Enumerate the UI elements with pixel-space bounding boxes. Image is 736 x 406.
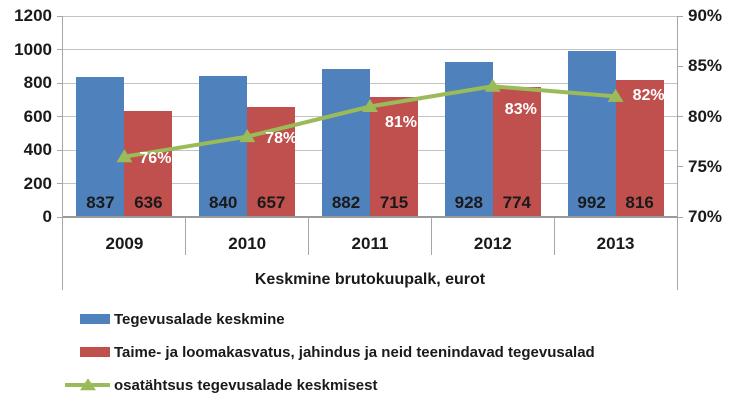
category-separator	[185, 217, 187, 255]
bar-blue-2009	[76, 76, 125, 217]
bar-red-2013	[615, 80, 664, 217]
left-axis-tick	[57, 116, 63, 117]
category-label: 2013	[596, 234, 635, 253]
legend-label-red: Taime- ja loomakasvatus, jahindus ja nei…	[114, 343, 595, 361]
bar-value-label: 837	[86, 193, 115, 212]
legend-label-blue: Tegevusalade keskmine	[114, 310, 285, 328]
right-axis-line	[677, 16, 678, 290]
bar-value-label: 992	[577, 193, 606, 212]
bar-value-label: 715	[379, 193, 409, 212]
category-separator	[553, 217, 555, 255]
left-axis-line	[62, 16, 63, 290]
bar-value-label: 774	[502, 193, 531, 212]
left-axis-tick	[57, 15, 63, 17]
line-point-label: 82%	[632, 87, 665, 105]
bar-value-label: 882	[331, 193, 361, 212]
right-axis-tick	[677, 116, 683, 117]
line-point-label: 78%	[265, 129, 298, 147]
left-axis-tick	[57, 49, 63, 50]
bar-value-label: 636	[134, 193, 163, 212]
legend-swatch-line-triangle	[65, 378, 110, 391]
bar-value-label: 816	[625, 193, 654, 212]
plot-area: 1200 1000 800 600 400 200 0 90% 85% 80% 75% 70% 837 8…	[14, 6, 723, 290]
left-axis-tick-label: 800	[23, 73, 52, 92]
bar-value-label: 657	[257, 193, 286, 212]
right-axis-tick	[677, 216, 683, 218]
legend-item-bar-red: Taime- ja loomakasvatus, jahindus ja nei…	[65, 342, 595, 362]
legend-label-line: osatähtsus tegevusalade keskmisest	[114, 376, 378, 394]
x-axis-title: Keskmine brutokuupalk, eurot	[254, 271, 486, 288]
gridline	[63, 15, 677, 17]
category-label: 2010	[228, 234, 267, 253]
line-point-label: 76%	[139, 149, 172, 167]
right-axis-tick	[677, 166, 683, 168]
left-axis-tick	[57, 183, 63, 184]
left-axis-tick-label: 1200	[14, 6, 52, 25]
left-axis-tick	[57, 216, 63, 218]
right-axis-tick-label: 70%	[688, 207, 723, 226]
left-axis-tick-label: 400	[23, 140, 52, 159]
x-axis-line	[63, 216, 677, 218]
legend-item-line-green: osatähtsus tegevusalade keskmisest	[65, 375, 595, 395]
category-separator	[308, 217, 310, 255]
line-point-label: 81%	[385, 113, 418, 131]
left-axis-tick-label: 1000	[14, 39, 52, 59]
bar-value-label: 840	[209, 193, 238, 212]
left-axis-tick-label: 200	[23, 173, 52, 193]
right-axis-tick-label: 85%	[688, 56, 723, 76]
right-axis-tick	[677, 65, 683, 67]
left-axis-tick-label: 0	[42, 207, 52, 226]
legend-item-bar-blue: Tegevusalade keskmine	[65, 309, 595, 329]
category-label: 2011	[351, 234, 389, 253]
category-label: 2012	[473, 234, 512, 253]
right-axis-tick-label: 90%	[688, 6, 723, 25]
category-separator	[430, 217, 432, 255]
right-axis-tick-label: 80%	[688, 106, 723, 126]
left-axis-tick-label: 600	[23, 106, 52, 126]
left-axis-tick	[57, 82, 63, 84]
legend: Tegevusalade keskmine Taime- ja loomakas…	[65, 309, 595, 395]
triangle-marker-icon	[79, 378, 96, 391]
category-label: 2009	[105, 234, 144, 253]
legend-swatch-blue	[80, 314, 110, 324]
gridline	[63, 82, 677, 84]
left-axis-tick	[57, 149, 63, 151]
line-point-label: 83%	[504, 101, 537, 119]
gridline	[63, 49, 677, 50]
bar-value-label: 928	[454, 193, 483, 212]
right-axis-tick	[677, 15, 683, 17]
right-axis-tick-label: 75%	[688, 156, 723, 176]
legend-swatch-red	[80, 347, 110, 357]
